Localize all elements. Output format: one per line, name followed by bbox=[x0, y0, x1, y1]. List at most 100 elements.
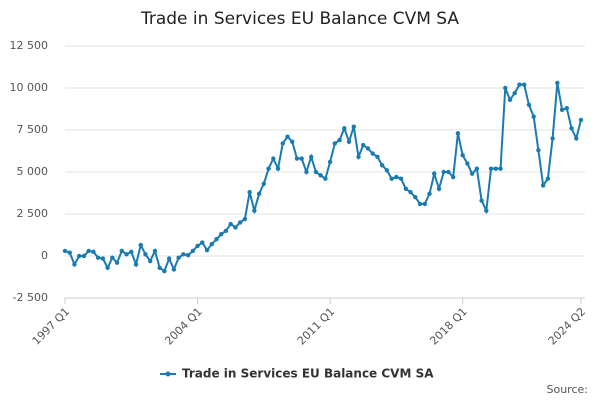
data-point bbox=[555, 80, 560, 86]
data-point bbox=[408, 189, 413, 195]
data-point bbox=[304, 169, 309, 175]
data-point bbox=[484, 208, 489, 213]
data-point bbox=[86, 248, 91, 254]
data-point bbox=[266, 166, 271, 171]
data-point bbox=[285, 134, 290, 139]
data-point bbox=[233, 225, 238, 230]
data-point bbox=[214, 237, 219, 242]
data-point bbox=[517, 82, 522, 87]
data-point bbox=[469, 171, 475, 176]
data-point bbox=[114, 260, 120, 265]
data-point bbox=[479, 198, 484, 203]
data-point bbox=[280, 141, 285, 146]
data-point bbox=[460, 153, 465, 158]
data-point bbox=[176, 255, 181, 260]
data-point bbox=[67, 250, 72, 255]
data-point bbox=[379, 163, 385, 168]
data-point bbox=[441, 169, 446, 175]
data-point bbox=[521, 82, 527, 87]
data-point bbox=[119, 248, 125, 254]
y-tick-label: 12 500 bbox=[10, 39, 49, 52]
data-point bbox=[204, 247, 210, 253]
y-tick-label: 0 bbox=[41, 249, 48, 262]
data-point bbox=[256, 191, 262, 197]
data-point bbox=[190, 248, 196, 254]
data-point bbox=[417, 201, 423, 207]
data-point bbox=[81, 253, 87, 259]
data-point bbox=[526, 102, 532, 108]
data-point bbox=[124, 252, 129, 257]
data-point bbox=[91, 249, 96, 254]
x-tick-label: 2011 Q1 bbox=[295, 305, 338, 348]
data-point bbox=[223, 228, 229, 233]
y-tick-label: 10 000 bbox=[10, 81, 49, 94]
data-point bbox=[375, 154, 380, 160]
data-point bbox=[427, 191, 432, 197]
data-point bbox=[100, 256, 106, 261]
data-point bbox=[474, 166, 480, 171]
data-point bbox=[171, 267, 177, 272]
data-point bbox=[133, 262, 139, 267]
data-point bbox=[398, 176, 404, 181]
data-point bbox=[129, 249, 134, 254]
data-point bbox=[413, 195, 418, 200]
data-point bbox=[465, 161, 470, 166]
data-point bbox=[148, 258, 153, 264]
data-point bbox=[332, 141, 338, 146]
data-point bbox=[432, 171, 437, 176]
data-point bbox=[384, 168, 390, 173]
data-point bbox=[436, 186, 442, 191]
data-point bbox=[545, 176, 551, 181]
data-point bbox=[247, 189, 252, 195]
data-point bbox=[323, 176, 328, 181]
data-point bbox=[200, 240, 205, 245]
data-point bbox=[394, 174, 399, 180]
data-point bbox=[237, 220, 243, 225]
data-point bbox=[195, 243, 200, 249]
legend-label: Trade in Services EU Balance CVM SA bbox=[182, 367, 434, 381]
data-point bbox=[550, 136, 555, 141]
data-point bbox=[228, 221, 233, 227]
data-point bbox=[536, 147, 541, 153]
y-tick-label: -2 500 bbox=[13, 291, 48, 304]
data-point bbox=[290, 139, 295, 144]
data-point bbox=[299, 156, 304, 161]
data-point bbox=[574, 136, 579, 141]
data-point bbox=[143, 252, 148, 257]
data-point bbox=[569, 126, 574, 131]
data-point bbox=[275, 166, 281, 171]
data-point bbox=[488, 166, 494, 171]
data-point bbox=[252, 208, 257, 213]
data-point bbox=[337, 137, 342, 143]
data-point bbox=[455, 131, 461, 136]
data-point bbox=[578, 117, 584, 123]
data-point bbox=[152, 248, 158, 254]
y-tick-label: 2 500 bbox=[17, 207, 49, 220]
data-point bbox=[512, 90, 517, 96]
x-tick-label: 1997 Q1 bbox=[30, 305, 73, 348]
data-point bbox=[422, 201, 427, 207]
data-point bbox=[531, 114, 536, 119]
data-point bbox=[157, 265, 162, 270]
data-point bbox=[166, 256, 172, 261]
data-point bbox=[105, 265, 110, 270]
data-point bbox=[327, 159, 333, 165]
series-line bbox=[64, 82, 582, 273]
data-point bbox=[185, 252, 191, 258]
data-point bbox=[498, 166, 503, 171]
data-point bbox=[318, 173, 323, 178]
data-point bbox=[242, 216, 248, 222]
data-point bbox=[389, 176, 394, 181]
data-point bbox=[365, 146, 371, 151]
data-point bbox=[162, 268, 167, 274]
x-tick-label: 2018 Q1 bbox=[427, 305, 470, 348]
data-point bbox=[209, 242, 214, 247]
y-tick-label: 5 000 bbox=[17, 165, 49, 178]
x-tick-label: 2004 Q1 bbox=[162, 305, 205, 348]
data-point bbox=[346, 139, 352, 144]
data-point bbox=[62, 248, 68, 254]
data-point bbox=[77, 253, 82, 259]
chart-title: Trade in Services EU Balance CVM SA bbox=[140, 9, 459, 29]
data-point bbox=[110, 255, 115, 260]
